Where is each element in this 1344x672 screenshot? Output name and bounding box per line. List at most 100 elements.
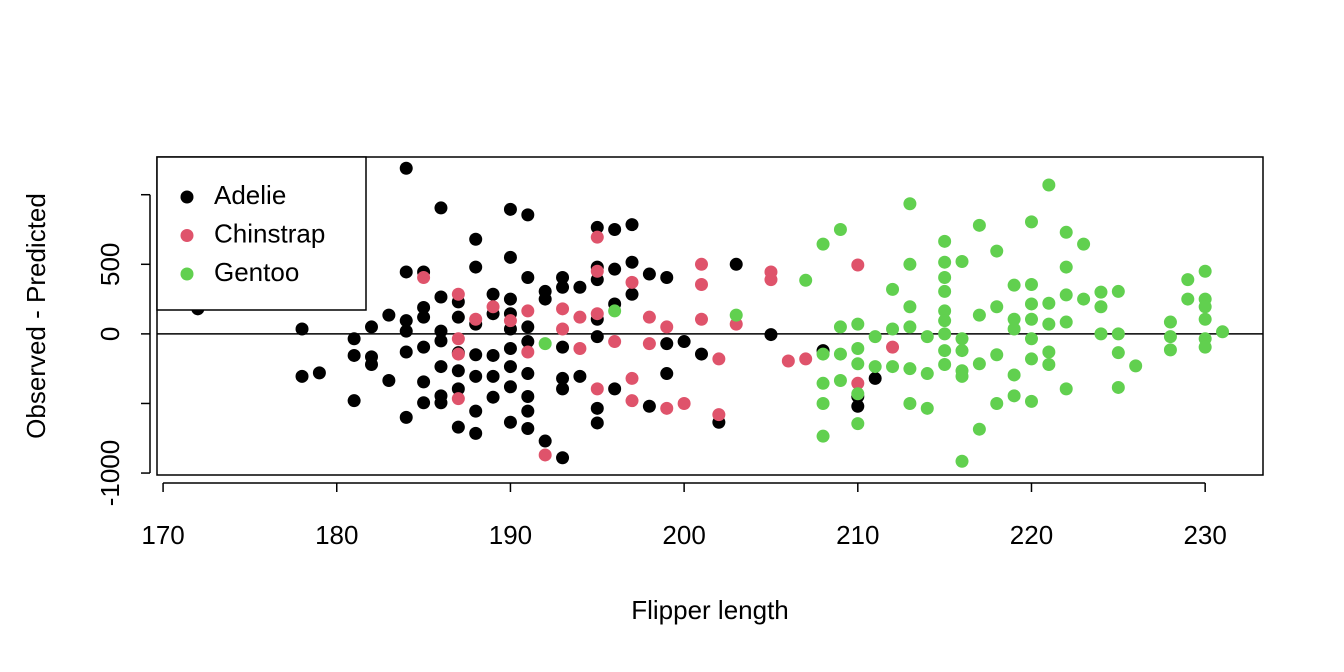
point: [469, 404, 483, 418]
point: [556, 382, 570, 396]
point: [1007, 322, 1021, 336]
point: [399, 410, 413, 424]
legend-marker: [180, 190, 194, 204]
point: [642, 267, 656, 281]
point: [486, 348, 500, 362]
point: [1077, 292, 1091, 306]
point: [486, 300, 500, 314]
point: [503, 292, 517, 306]
point: [851, 258, 865, 272]
point: [590, 264, 604, 278]
point: [469, 348, 483, 362]
x-tick-label: 220: [1010, 520, 1053, 550]
point: [990, 348, 1004, 362]
point: [1059, 382, 1073, 396]
point: [417, 396, 431, 410]
point: [990, 396, 1004, 410]
point: [955, 255, 969, 269]
point: [1163, 330, 1177, 344]
point: [1059, 225, 1073, 239]
point: [1007, 368, 1021, 382]
point: [556, 302, 570, 316]
point: [1024, 394, 1038, 408]
point: [660, 367, 674, 381]
point: [521, 422, 535, 436]
point: [764, 273, 778, 287]
point: [1111, 380, 1125, 394]
point: [955, 332, 969, 346]
point: [955, 369, 969, 383]
point: [399, 161, 413, 175]
point: [625, 218, 639, 232]
point: [694, 347, 708, 361]
point: [903, 362, 917, 376]
point: [521, 320, 535, 334]
x-axis-label: Flipper length: [631, 595, 789, 625]
point: [625, 394, 639, 408]
point: [1198, 300, 1212, 314]
point: [538, 337, 552, 351]
point: [729, 308, 743, 322]
legend-label: Chinstrap: [214, 218, 325, 248]
point: [972, 357, 986, 371]
point: [503, 202, 517, 216]
point: [364, 358, 378, 372]
point: [660, 320, 674, 334]
point: [1024, 297, 1038, 311]
point: [920, 330, 934, 344]
point: [816, 429, 830, 443]
point: [625, 255, 639, 269]
point: [938, 344, 952, 358]
point: [608, 335, 622, 349]
point: [590, 401, 604, 415]
point: [382, 308, 396, 322]
point: [503, 415, 517, 429]
point: [295, 322, 309, 336]
point: [399, 314, 413, 328]
point: [1007, 278, 1021, 292]
point: [1198, 312, 1212, 326]
point: [556, 322, 570, 336]
point: [816, 376, 830, 390]
point: [920, 367, 934, 381]
point: [920, 401, 934, 415]
point: [833, 347, 847, 361]
point: [573, 280, 587, 294]
y-tick-label: 500: [95, 243, 125, 286]
point: [833, 374, 847, 388]
y-tick-label: 0: [95, 327, 125, 341]
plot-box: [156, 156, 1264, 476]
point: [851, 357, 865, 371]
x-tick-label: 180: [315, 520, 358, 550]
x-tick-label: 230: [1183, 520, 1226, 550]
point: [503, 380, 517, 394]
point: [469, 312, 483, 326]
point: [503, 314, 517, 328]
point: [1198, 264, 1212, 278]
point: [417, 271, 431, 285]
point: [590, 382, 604, 396]
point: [938, 271, 952, 285]
point: [938, 327, 952, 341]
point: [590, 330, 604, 344]
point: [521, 335, 535, 349]
point: [451, 347, 465, 361]
y-tick-label: -1000: [95, 440, 125, 507]
point: [642, 399, 656, 413]
point: [851, 317, 865, 331]
point: [1163, 343, 1177, 357]
point: [451, 332, 465, 346]
point: [486, 287, 500, 301]
point: [503, 341, 517, 355]
point: [347, 332, 361, 346]
point: [469, 369, 483, 383]
point: [660, 271, 674, 285]
point: [833, 320, 847, 334]
point: [1094, 327, 1108, 341]
point: [434, 290, 448, 304]
y-axis-label: Observed - Predicted: [21, 193, 51, 439]
point: [451, 364, 465, 378]
point: [1024, 312, 1038, 326]
point: [886, 360, 900, 374]
point: [469, 232, 483, 246]
